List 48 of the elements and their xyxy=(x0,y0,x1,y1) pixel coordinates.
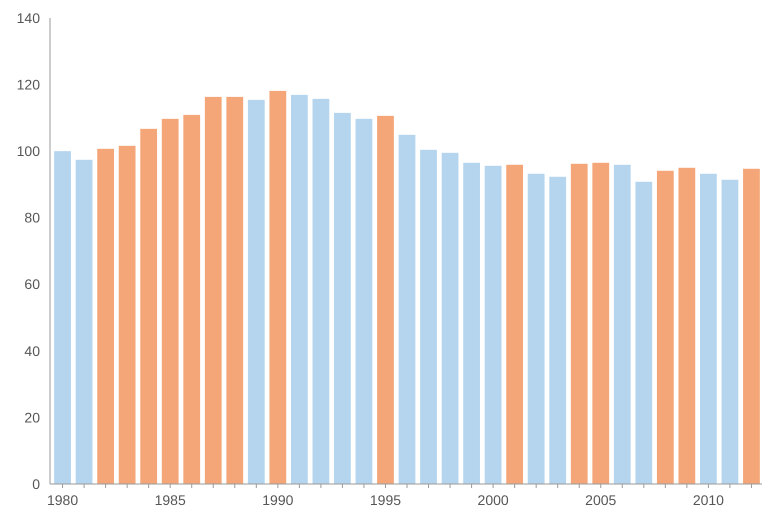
x-tick-label: 1995 xyxy=(370,492,402,508)
bar xyxy=(97,148,114,484)
bar xyxy=(570,164,588,484)
bar xyxy=(54,151,71,484)
bar xyxy=(204,96,222,484)
bar xyxy=(248,100,265,484)
bar xyxy=(743,168,760,484)
bar xyxy=(420,150,437,484)
y-tick-label: 60 xyxy=(24,276,40,292)
y-tick-label: 40 xyxy=(24,342,40,359)
bar xyxy=(162,118,179,484)
bar xyxy=(528,174,545,484)
bar xyxy=(312,98,330,484)
y-tick-label: 140 xyxy=(16,10,40,26)
bar xyxy=(290,94,308,484)
bar xyxy=(700,174,717,484)
x-tick-label: 1990 xyxy=(262,492,294,508)
bar xyxy=(463,162,480,484)
bar xyxy=(140,128,158,484)
y-tick-label: 120 xyxy=(16,76,40,92)
x-tick-label: 2000 xyxy=(478,492,509,508)
bar xyxy=(506,164,524,484)
bar xyxy=(118,146,136,484)
x-tick-label: 2005 xyxy=(585,492,617,508)
bar xyxy=(722,180,738,484)
bar xyxy=(269,90,286,484)
bar xyxy=(635,182,652,484)
bar xyxy=(356,118,372,484)
bar xyxy=(656,170,674,484)
bar xyxy=(549,176,566,484)
bar xyxy=(614,164,631,484)
bar xyxy=(334,112,351,484)
y-tick-label: 0 xyxy=(32,476,40,492)
x-tick-label: 1980 xyxy=(46,492,78,508)
bar xyxy=(76,160,92,484)
y-tick-label: 100 xyxy=(16,143,40,160)
x-tick-label: 2010 xyxy=(692,492,724,508)
bar xyxy=(678,168,696,484)
bar xyxy=(226,96,244,484)
bar xyxy=(592,162,610,484)
y-tick-label: 20 xyxy=(24,409,40,426)
bar xyxy=(377,116,394,484)
x-tick-label: 1985 xyxy=(154,492,186,508)
bar xyxy=(398,134,416,484)
bar xyxy=(183,114,200,484)
bar xyxy=(484,166,502,484)
y-tick-label: 80 xyxy=(24,210,40,226)
bar xyxy=(442,152,458,484)
